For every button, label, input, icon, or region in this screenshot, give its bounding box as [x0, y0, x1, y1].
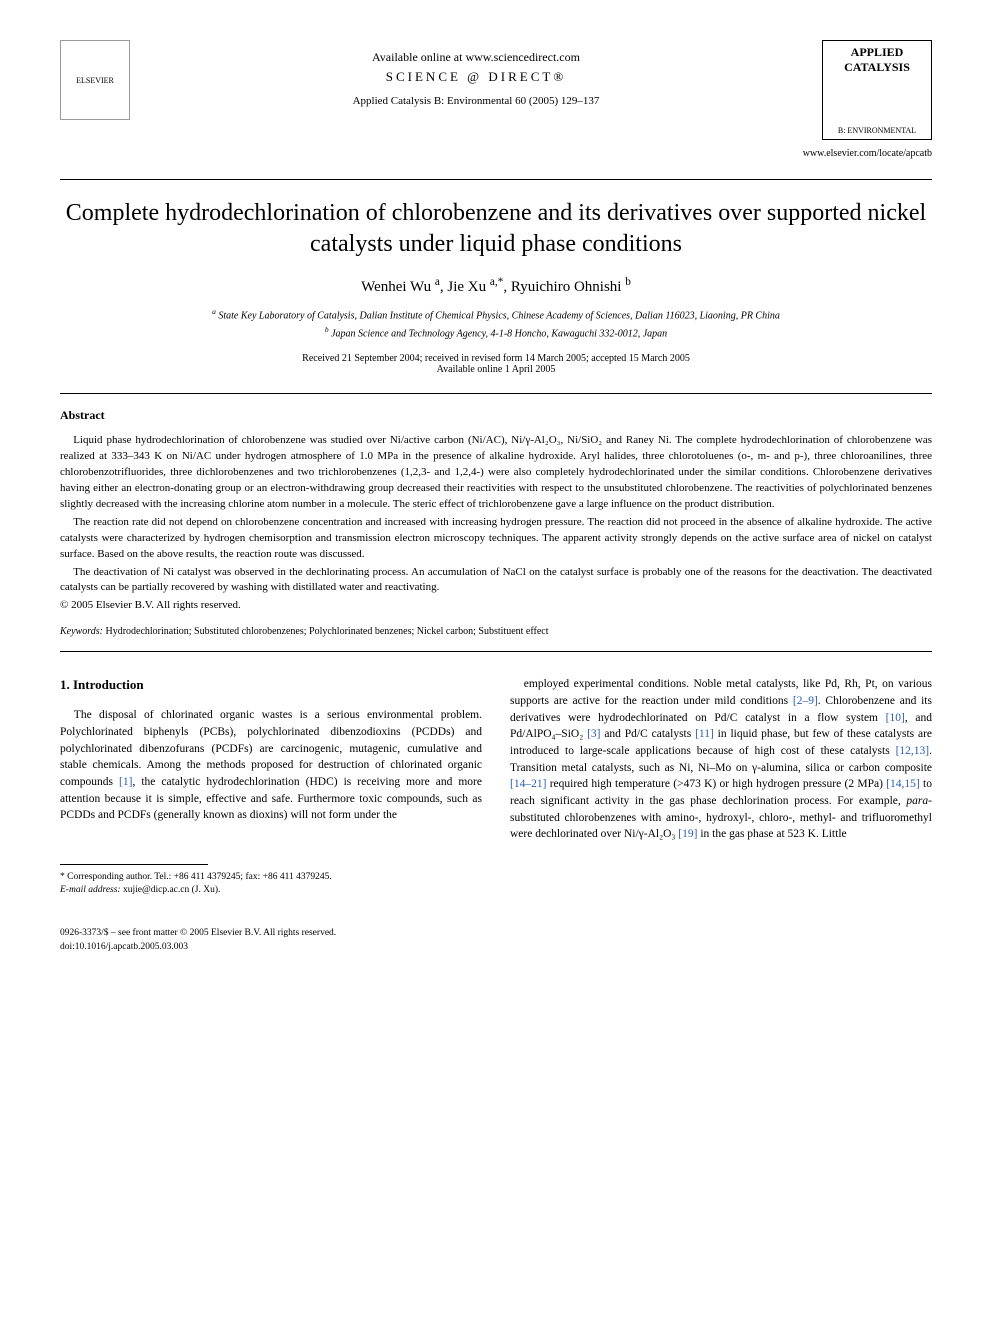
affiliation-b: b Japan Science and Technology Agency, 4… — [60, 324, 932, 341]
abstract-body: Liquid phase hydrodechlorination of chlo… — [60, 433, 932, 614]
journal-logo-title: APPLIED CATALYSIS — [827, 45, 927, 75]
available-online-text: Available online at www.sciencedirect.co… — [130, 50, 822, 65]
header-center: Available online at www.sciencedirect.co… — [130, 40, 822, 107]
abstract-para-3: The deactivation of Ni catalyst was obse… — [60, 565, 932, 597]
column-right: employed experimental conditions. Noble … — [510, 676, 932, 897]
intro-col1-text: The disposal of chlorinated organic wast… — [60, 707, 482, 824]
divider-abstract-bottom — [60, 651, 932, 652]
email-label: E-mail address: — [60, 885, 121, 895]
header: ELSEVIER Available online at www.science… — [60, 40, 932, 140]
science-direct-logo: SCIENCE @ DIRECT® — [130, 69, 822, 85]
email-line: E-mail address: xujie@dicp.ac.cn (J. Xu)… — [60, 884, 482, 897]
journal-reference: Applied Catalysis B: Environmental 60 (2… — [130, 95, 822, 107]
intro-col2-text: employed experimental conditions. Noble … — [510, 676, 932, 843]
affiliations: a State Key Laboratory of Catalysis, Dal… — [60, 306, 932, 341]
journal-url[interactable]: www.elsevier.com/locate/apcatb — [60, 148, 932, 159]
available-online-date: Available online 1 April 2005 — [60, 364, 932, 375]
elsevier-logo: ELSEVIER — [60, 40, 130, 120]
divider-abstract-top — [60, 393, 932, 394]
article-title: Complete hydrodechlorination of chlorobe… — [60, 198, 932, 260]
abstract-para-2: The reaction rate did not depend on chlo… — [60, 515, 932, 563]
journal-logo-container: APPLIED CATALYSIS B: ENVIRONMENTAL — [822, 40, 932, 140]
corresponding-author-line: * Corresponding author. Tel.: +86 411 43… — [60, 871, 482, 884]
journal-cover-thumbnail: APPLIED CATALYSIS B: ENVIRONMENTAL — [822, 40, 932, 140]
keywords-label: Keywords: — [60, 626, 103, 637]
corresponding-author-footnote: * Corresponding author. Tel.: +86 411 43… — [60, 871, 482, 898]
copyright-line: © 2005 Elsevier B.V. All rights reserved… — [60, 598, 932, 614]
article-dates: Received 21 September 2004; received in … — [60, 353, 932, 375]
authors-list: Wenhei Wu a, Jie Xu a,*, Ryuichiro Ohnis… — [60, 276, 932, 296]
footer: 0926-3373/$ – see front matter © 2005 El… — [60, 927, 932, 954]
column-left: 1. Introduction The disposal of chlorina… — [60, 676, 482, 897]
footnote-separator — [60, 864, 208, 865]
email-address[interactable]: xujie@dicp.ac.cn (J. Xu). — [123, 885, 220, 895]
keywords: Keywords: Hydrodechlorination; Substitut… — [60, 626, 932, 637]
section-heading-intro: 1. Introduction — [60, 676, 482, 695]
journal-logo-subtitle: B: ENVIRONMENTAL — [827, 126, 927, 135]
received-accepted-dates: Received 21 September 2004; received in … — [60, 353, 932, 364]
divider-top — [60, 179, 932, 180]
affiliation-a: a State Key Laboratory of Catalysis, Dal… — [60, 306, 932, 323]
keywords-text: Hydrodechlorination; Substituted chlorob… — [105, 626, 548, 637]
body-columns: 1. Introduction The disposal of chlorina… — [60, 676, 932, 897]
elsevier-logo-text: ELSEVIER — [76, 76, 114, 85]
footer-issn-copyright: 0926-3373/$ – see front matter © 2005 El… — [60, 927, 932, 940]
footer-doi: doi:10.1016/j.apcatb.2005.03.003 — [60, 941, 932, 954]
abstract-para-1: Liquid phase hydrodechlorination of chlo… — [60, 433, 932, 513]
abstract-heading: Abstract — [60, 408, 932, 423]
